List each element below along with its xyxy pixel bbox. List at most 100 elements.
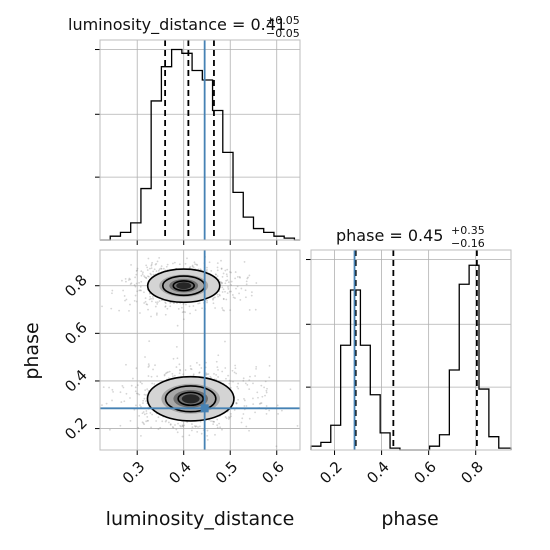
sample-point [189, 312, 191, 315]
sample-point [174, 424, 176, 426]
sample-point [243, 405, 246, 407]
sample-point [206, 266, 208, 269]
sample-point [155, 312, 158, 315]
sample-point [112, 390, 114, 393]
sample-point [145, 412, 148, 415]
sample-point [140, 405, 142, 408]
sample-point [138, 289, 141, 292]
sample-point [236, 285, 239, 288]
sample-point [145, 276, 148, 279]
sample-point [139, 381, 142, 384]
sample-point [221, 286, 224, 289]
sample-point [189, 365, 192, 367]
sample-point [146, 416, 149, 418]
sample-point [193, 425, 196, 427]
sample-point [182, 425, 184, 428]
sample-point [264, 394, 266, 397]
sample-point [190, 429, 193, 432]
sample-point [163, 374, 166, 377]
sample-point [140, 289, 143, 292]
sample-point [280, 409, 283, 412]
sample-point [130, 282, 133, 285]
sample-point [230, 412, 232, 415]
sample-point [146, 266, 149, 269]
sample-point [216, 269, 219, 272]
joint-plot-area [92, 250, 300, 450]
sample-point [210, 420, 212, 423]
sample-point [276, 404, 279, 407]
sample-point [125, 363, 127, 366]
sample-point [129, 278, 132, 281]
sample-point [191, 264, 194, 267]
x-tick-label: 0.6 [410, 458, 440, 488]
sample-point [230, 415, 232, 418]
sample-point [188, 434, 191, 437]
sample-point [118, 309, 121, 312]
sample-point [180, 425, 182, 428]
sample-point [134, 294, 137, 297]
sample-point [220, 268, 223, 270]
sample-point [248, 379, 251, 382]
sample-point [223, 309, 225, 312]
sample-point [181, 425, 184, 427]
sample-point [275, 445, 278, 448]
sample-point [241, 417, 244, 420]
sample-point [169, 302, 172, 304]
sample-point [248, 388, 251, 391]
sample-point [261, 395, 264, 398]
sample-point [178, 263, 181, 266]
sample-point [228, 382, 231, 385]
sample-point [150, 315, 152, 318]
sample-point [254, 411, 256, 414]
sample-point [206, 299, 208, 302]
sample-point [92, 284, 94, 286]
sample-point [146, 388, 149, 391]
x-axis-label-phase: phase [381, 508, 438, 530]
sample-point [128, 277, 131, 280]
sample-point [196, 430, 199, 433]
sample-point [216, 418, 219, 421]
sample-point [143, 393, 146, 396]
sample-point [191, 423, 193, 425]
sample-point [232, 296, 235, 299]
sample-point [221, 275, 224, 278]
sample-point [246, 383, 249, 386]
x-tick-label: 0.8 [457, 458, 487, 488]
sample-point [158, 268, 161, 271]
sample-point [136, 269, 139, 272]
sample-point [238, 275, 241, 278]
y-tick-label: 0.4 [61, 366, 91, 396]
sample-point [120, 401, 123, 403]
sample-point [119, 391, 122, 394]
sample-point [111, 292, 113, 295]
sample-point [252, 397, 254, 400]
sample-point [169, 423, 172, 426]
sample-point [222, 298, 225, 301]
sample-point [216, 366, 219, 368]
sample-point [199, 268, 202, 271]
sample-point [148, 267, 151, 270]
sample-point [111, 399, 113, 402]
sample-point [265, 391, 268, 394]
sample-point [124, 277, 127, 280]
density-contour [177, 391, 205, 407]
sample-point [255, 365, 258, 368]
sample-point [164, 302, 167, 305]
sample-point [171, 375, 174, 378]
sample-point [199, 425, 201, 428]
sample-point [147, 419, 150, 422]
sample-point [160, 265, 163, 268]
sample-point [150, 264, 153, 267]
sample-point [263, 386, 266, 389]
sample-point [150, 297, 152, 300]
sample-point [193, 261, 196, 264]
sample-point [214, 296, 216, 299]
sample-point [96, 401, 98, 403]
sample-point [161, 420, 164, 423]
sample-point [142, 422, 145, 425]
sample-point [155, 313, 158, 316]
sample-point [211, 420, 214, 423]
sample-point [175, 345, 178, 348]
sample-point [225, 298, 228, 301]
